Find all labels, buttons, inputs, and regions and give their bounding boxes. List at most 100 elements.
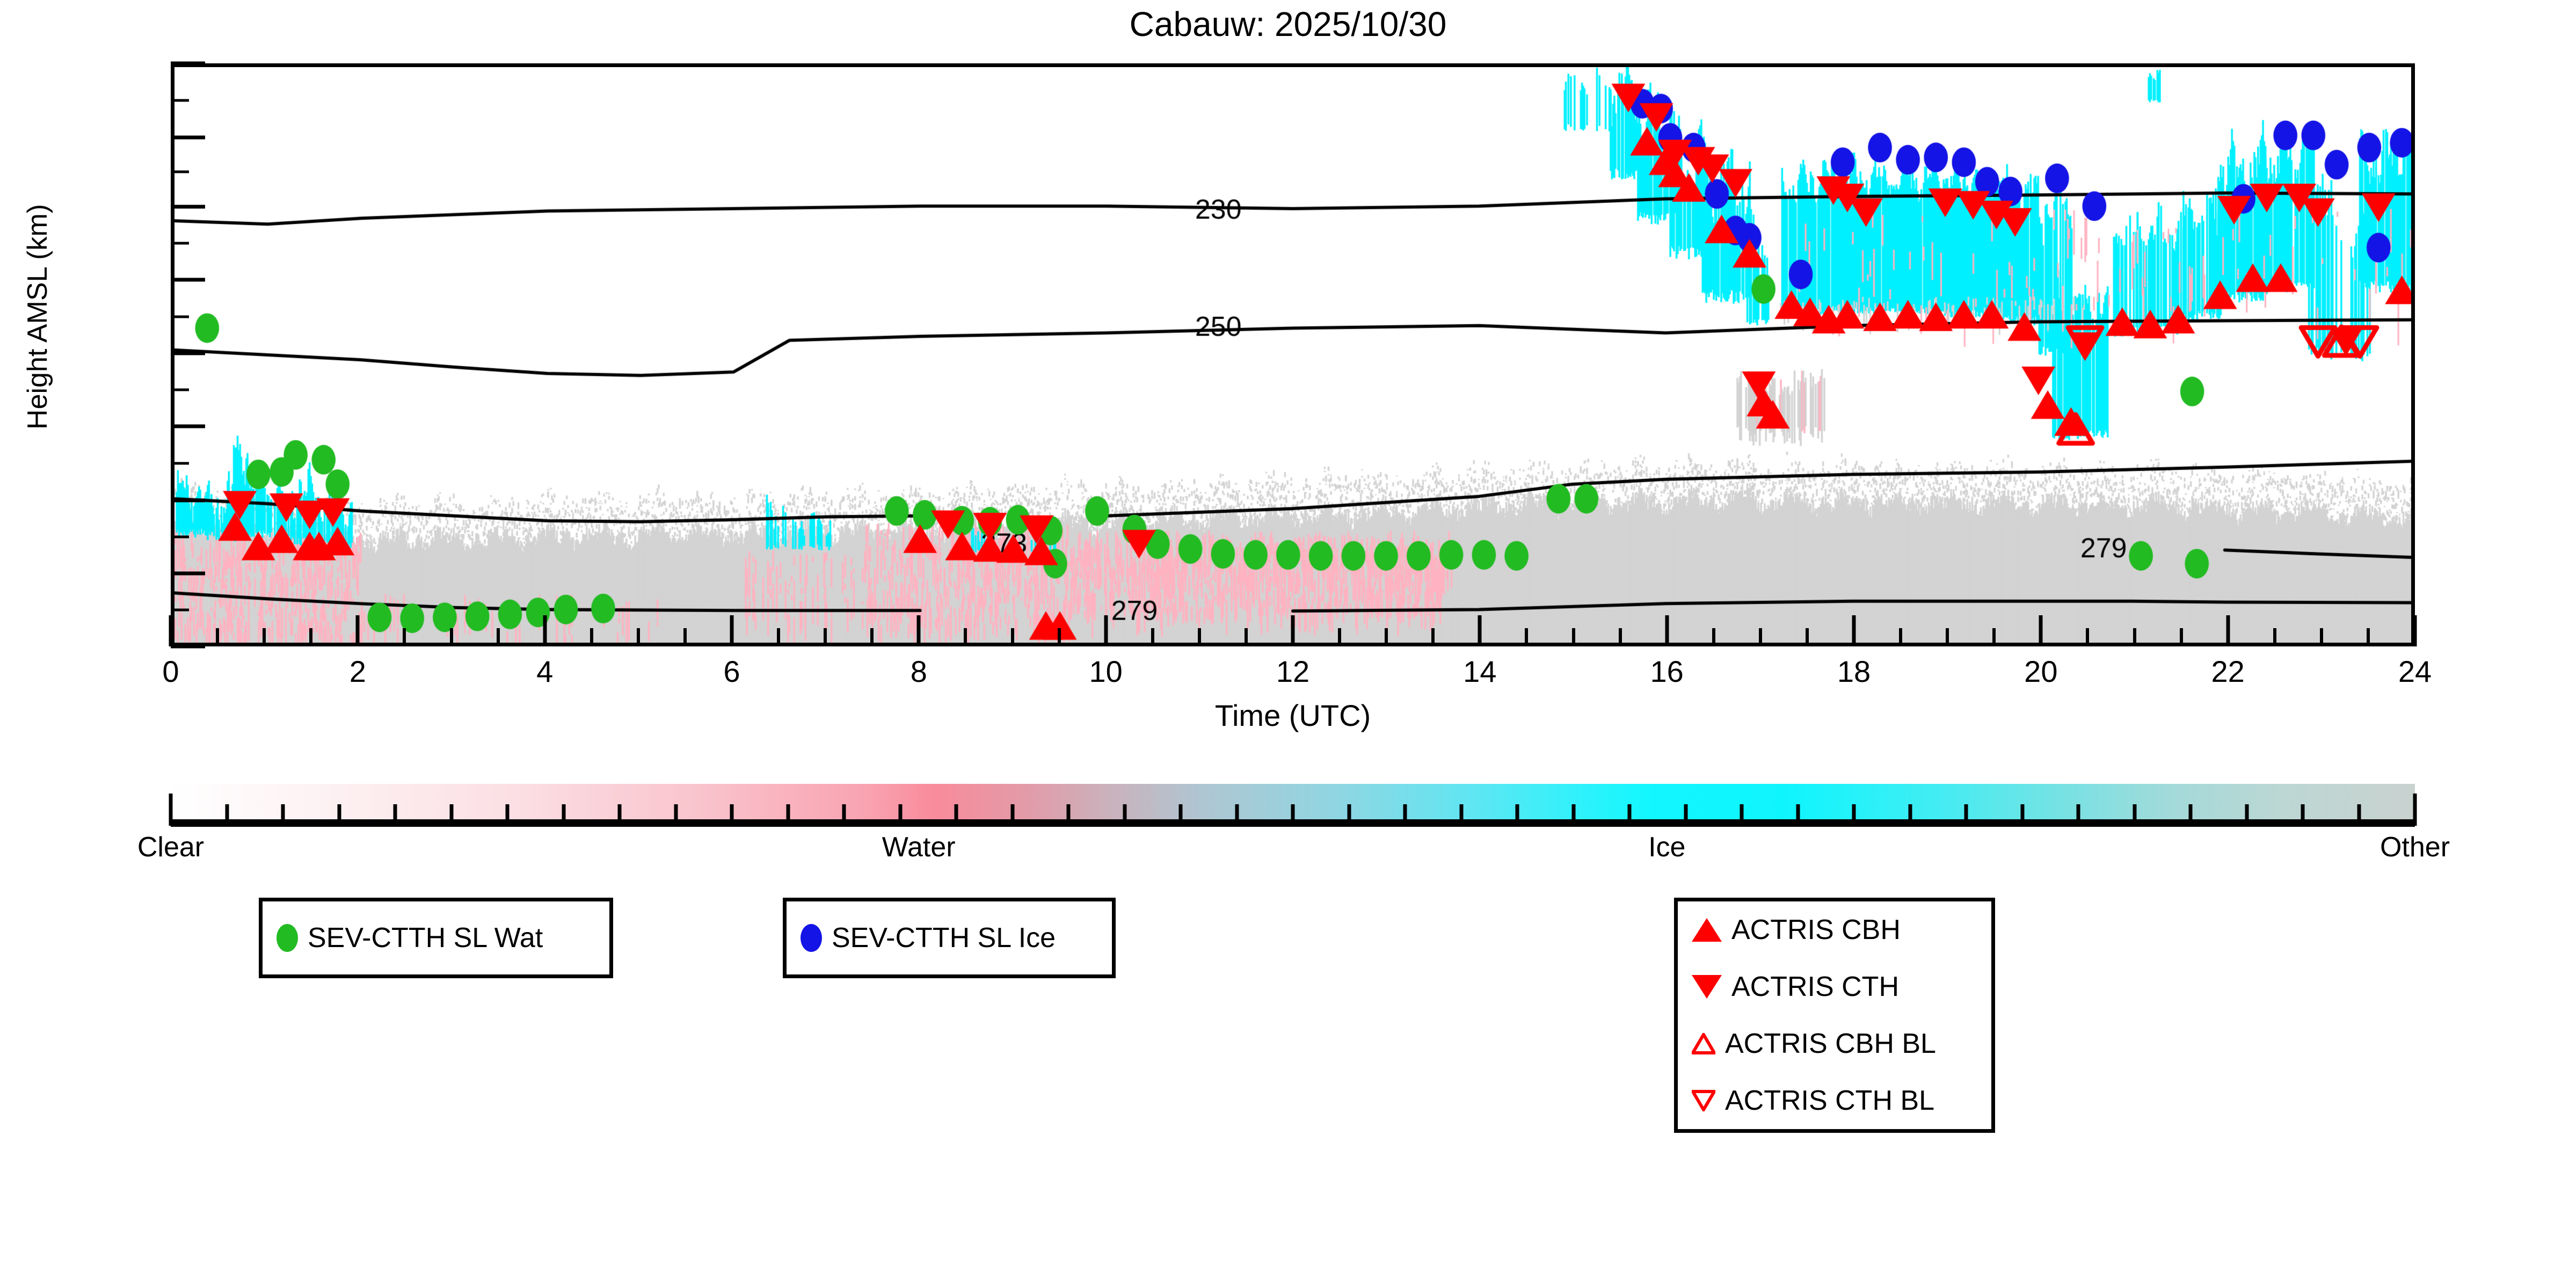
colorbar-tick bbox=[674, 804, 678, 826]
triangle-up-filled-icon bbox=[1692, 918, 1722, 942]
x-tick-mark bbox=[1291, 615, 1295, 646]
colorbar-label: Ice bbox=[1648, 832, 1686, 863]
y-tick-mark bbox=[171, 424, 205, 428]
y-tick-mark bbox=[171, 498, 205, 503]
colorbar-tick bbox=[2188, 804, 2193, 826]
y-axis-label: Height AMSL (km) bbox=[22, 204, 53, 430]
x-tick-minor bbox=[1618, 628, 1622, 646]
colorbar-tick bbox=[281, 804, 285, 826]
colorbar-tick bbox=[898, 804, 902, 826]
triangle-down-filled-icon bbox=[1692, 975, 1722, 999]
x-tick-minor bbox=[263, 628, 266, 646]
x-tick-minor bbox=[2086, 628, 2090, 646]
x-tick-mark bbox=[2039, 615, 2043, 646]
legend-actris[interactable]: ACTRIS CBH ACTRIS CTH ACTRIS CBH BL ACTR… bbox=[1674, 898, 1995, 1133]
x-tick-label: 18 bbox=[1837, 654, 1871, 688]
x-tick-minor bbox=[309, 628, 313, 646]
y-tick-minor bbox=[171, 535, 189, 539]
x-tick-minor bbox=[1197, 628, 1201, 646]
colorbar-tick bbox=[505, 804, 510, 826]
legend-sev-ctth-water[interactable]: SEV-CTTH SL Wat bbox=[259, 898, 613, 978]
x-tick-minor bbox=[777, 628, 781, 646]
x-tick-minor bbox=[1899, 628, 1903, 646]
colorbar-tick bbox=[449, 804, 453, 826]
colorbar-tick bbox=[1627, 804, 1632, 826]
x-tick-minor bbox=[403, 628, 406, 646]
x-tick-minor bbox=[590, 628, 593, 646]
x-tick-minor bbox=[1758, 628, 1762, 646]
x-tick-minor bbox=[1571, 628, 1575, 646]
colorbar-tick bbox=[730, 804, 734, 826]
x-tick-mark bbox=[2226, 615, 2230, 646]
legend-label-ice: SEV-CTTH SL Ice bbox=[832, 922, 1056, 954]
colorbar-tick bbox=[2133, 804, 2136, 826]
colorbar-tick bbox=[1684, 804, 1687, 826]
x-tick-minor bbox=[1525, 628, 1529, 646]
x-tick-label: 22 bbox=[2211, 654, 2245, 688]
legend-row-actris-cth: ACTRIS CTH bbox=[1678, 958, 1991, 1015]
colorbar-tick bbox=[954, 804, 958, 826]
y-tick-mark bbox=[171, 135, 205, 140]
x-tick-minor bbox=[216, 628, 220, 646]
x-tick-mark bbox=[916, 615, 921, 646]
y-tick-minor bbox=[171, 170, 189, 173]
plot-area bbox=[171, 63, 2415, 646]
x-tick-minor bbox=[1385, 628, 1388, 646]
colorbar-tick bbox=[786, 804, 790, 826]
legend-sev-ctth-ice[interactable]: SEV-CTTH SL Ice bbox=[783, 898, 1116, 978]
triangle-down-open-icon bbox=[1692, 1090, 1715, 1111]
y-tick-minor bbox=[171, 462, 189, 465]
green-circle-icon bbox=[276, 924, 298, 952]
x-tick-mark bbox=[1852, 615, 1856, 646]
legend-label-actris-cbh: ACTRIS CBH bbox=[1731, 914, 1901, 945]
x-tick-mark bbox=[543, 615, 547, 646]
y-tick-minor bbox=[171, 315, 189, 318]
x-tick-label: 12 bbox=[1276, 654, 1310, 688]
colorbar-label: Other bbox=[2379, 832, 2450, 863]
x-tick-mark bbox=[730, 615, 734, 646]
x-tick-minor bbox=[496, 628, 500, 646]
colorbar-tick bbox=[2413, 794, 2417, 826]
colorbar-tick bbox=[393, 804, 397, 826]
colorbar-tick bbox=[1010, 804, 1014, 826]
colorbar-tick bbox=[1066, 804, 1071, 826]
classification-heatmap bbox=[174, 67, 2411, 643]
x-tick-mark bbox=[169, 615, 173, 646]
colorbar-tick bbox=[337, 804, 341, 826]
colorbar-tick bbox=[1908, 804, 1912, 826]
y-tick-minor bbox=[171, 388, 189, 391]
x-tick-minor bbox=[2319, 628, 2323, 646]
colorbar-tick bbox=[1235, 804, 1239, 826]
page-title: Cabauw: 2025/10/30 bbox=[1129, 5, 1447, 43]
legend-row-actris-cbh-bl: ACTRIS CBH BL bbox=[1678, 1015, 1991, 1072]
x-tick-minor bbox=[2366, 628, 2370, 646]
colorbar-tick bbox=[1852, 804, 1856, 826]
x-tick-label: 6 bbox=[723, 654, 740, 688]
y-tick-mark bbox=[171, 571, 205, 576]
x-tick-mark bbox=[1104, 615, 1108, 646]
x-tick-minor bbox=[449, 628, 453, 646]
x-tick-minor bbox=[964, 628, 967, 646]
x-tick-minor bbox=[870, 628, 874, 646]
x-tick-minor bbox=[636, 628, 640, 646]
x-tick-label: 8 bbox=[910, 654, 927, 688]
colorbar-tick bbox=[1178, 804, 1183, 826]
colorbar-tick bbox=[1796, 804, 1800, 826]
x-tick-minor bbox=[2273, 628, 2276, 646]
x-axis-label: Time (UTC) bbox=[1214, 698, 1371, 732]
x-tick-minor bbox=[2133, 628, 2136, 646]
colorbar-tick bbox=[1515, 804, 1519, 826]
colorbar-tick bbox=[169, 794, 173, 826]
x-tick-minor bbox=[824, 628, 827, 646]
x-tick-mark bbox=[1478, 615, 1482, 646]
x-tick-label: 20 bbox=[2024, 654, 2058, 688]
y-tick-mark bbox=[171, 644, 205, 649]
y-tick-mark bbox=[171, 351, 205, 355]
colorbar-tick bbox=[1347, 804, 1351, 826]
triangle-up-open-icon bbox=[1692, 1033, 1715, 1054]
colorbar-tick bbox=[617, 804, 622, 826]
y-tick-mark bbox=[171, 278, 205, 282]
x-tick-label: 16 bbox=[1650, 654, 1684, 688]
x-tick-minor bbox=[1057, 628, 1061, 646]
legend-row-ice: SEV-CTTH SL Ice bbox=[787, 922, 1112, 954]
